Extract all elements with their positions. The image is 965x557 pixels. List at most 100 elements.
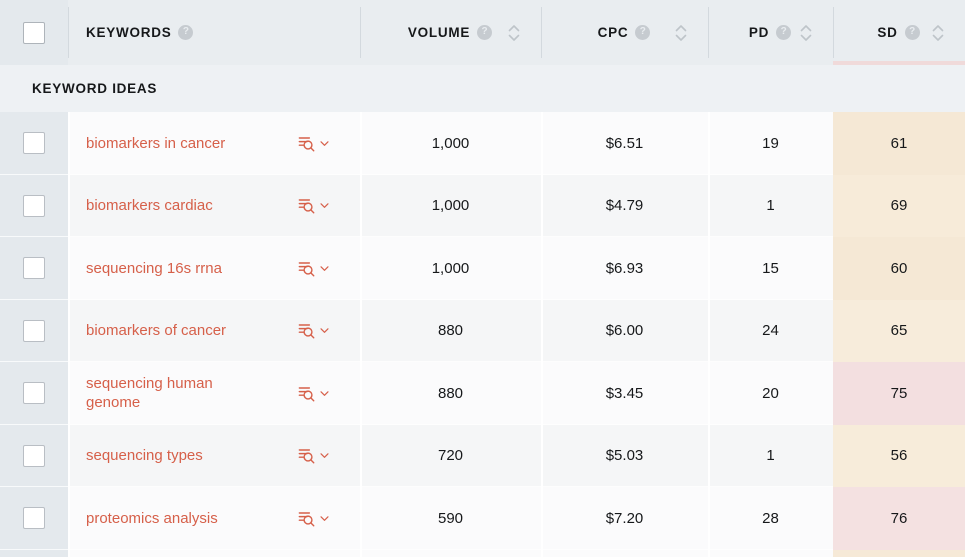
serp-overview-button[interactable]	[297, 134, 330, 153]
table-row-partial[interactable]	[0, 549, 965, 557]
chevron-down-icon	[320, 328, 329, 334]
header-cell-keywords[interactable]: KEYWORDS ?	[68, 0, 360, 65]
keyword-link[interactable]: sequencing 16s rrna	[86, 259, 222, 277]
sd-score-badge	[833, 550, 965, 557]
sort-toggle-pd-icon[interactable]	[800, 22, 812, 44]
volume-value: 590	[437, 509, 464, 527]
row-checkbox[interactable]	[23, 507, 45, 530]
section-title: KEYWORD IDEAS	[32, 81, 158, 96]
select-all-checkbox[interactable]	[23, 21, 45, 44]
header-label-sd: SD	[877, 25, 898, 40]
serp-overview-button[interactable]	[297, 259, 330, 278]
pd-value: 28	[762, 509, 779, 527]
keyword-link[interactable]: proteomics analysis	[86, 509, 218, 527]
column-divider	[360, 174, 362, 237]
row-checkbox[interactable]	[23, 132, 45, 155]
column-divider	[541, 7, 542, 58]
sd-value: 75	[890, 384, 908, 402]
table-row[interactable]: biomarkers cardiac 1,000	[0, 174, 965, 238]
cpc-value: $6.51	[605, 134, 644, 152]
row-cell-select	[0, 487, 68, 550]
help-icon-keywords[interactable]: ?	[178, 25, 194, 40]
serp-overview-button[interactable]	[297, 384, 330, 403]
serp-overview-button[interactable]	[297, 196, 330, 215]
column-divider	[541, 174, 543, 237]
row-checkbox[interactable]	[23, 319, 45, 342]
keyword-link[interactable]: sequencing types	[86, 447, 203, 465]
row-divider	[360, 298, 541, 300]
table-row[interactable]: sequencing types 720 $	[0, 424, 965, 487]
column-divider	[68, 362, 70, 425]
row-divider	[541, 361, 708, 362]
row-cell-keyword: biomarkers cardiac	[68, 174, 360, 237]
row-divider	[708, 173, 833, 175]
volume-value: 1,000	[431, 259, 470, 277]
column-divider	[708, 174, 710, 237]
help-icon-pd[interactable]: ?	[776, 25, 792, 40]
row-divider	[708, 486, 833, 487]
row-divider	[68, 298, 360, 300]
row-cell-volume: 880	[360, 362, 541, 425]
row-cell-cpc: $6.93	[541, 237, 708, 300]
table-row[interactable]: proteomics analysis 590	[0, 487, 965, 550]
header-cell-select-all	[0, 0, 68, 65]
column-divider	[360, 237, 362, 300]
column-divider	[708, 549, 710, 557]
keyword-link[interactable]: biomarkers of cancer	[86, 322, 227, 340]
row-divider	[708, 548, 833, 550]
pd-value: 19	[762, 134, 779, 152]
row-divider	[0, 486, 68, 487]
header-label-cpc: CPC	[597, 25, 629, 40]
table-row[interactable]: sequencing 16s rrna 1,000	[0, 237, 965, 300]
sd-score-badge: 60	[833, 237, 965, 300]
column-divider	[68, 7, 69, 58]
help-icon-sd[interactable]: ?	[904, 25, 920, 40]
column-divider	[708, 112, 710, 175]
sort-toggle-cpc-icon[interactable]	[675, 22, 687, 44]
table-row[interactable]: sequencing human genome 880	[0, 362, 965, 425]
column-divider	[708, 424, 710, 487]
chevron-down-icon	[320, 516, 329, 521]
table-row[interactable]: biomarkers of cancer 880	[0, 299, 965, 362]
help-icon-volume[interactable]: ?	[477, 25, 493, 40]
column-divider	[68, 174, 70, 237]
column-divider	[541, 237, 543, 300]
header-cell-cpc[interactable]: CPC ?	[541, 0, 708, 65]
keyword-link[interactable]: biomarkers in cancer	[86, 134, 226, 152]
header-cell-sd[interactable]: SD ?	[833, 0, 965, 65]
row-cell-keyword: proteomics analysis	[68, 487, 360, 550]
row-checkbox[interactable]	[23, 382, 45, 405]
serp-search-icon	[298, 512, 315, 527]
serp-overview-button[interactable]	[297, 446, 330, 465]
header-label-volume: VOLUME	[407, 25, 471, 40]
serp-search-icon	[298, 387, 315, 402]
header-cell-volume[interactable]: VOLUME ?	[360, 0, 541, 65]
serp-overview-button[interactable]	[297, 321, 330, 340]
row-divider	[360, 423, 541, 425]
column-divider	[68, 112, 70, 175]
sd-score-badge: 69	[833, 175, 965, 238]
row-checkbox[interactable]	[23, 257, 45, 280]
help-icon-cpc[interactable]: ?	[635, 25, 651, 40]
row-cell-pd: 1	[708, 424, 833, 487]
sort-toggle-volume-icon[interactable]	[508, 22, 520, 44]
column-divider	[833, 7, 834, 58]
row-cell-select	[0, 174, 68, 237]
row-cell-sd: 69	[833, 174, 965, 238]
row-divider	[708, 423, 833, 425]
sort-toggle-sd-icon[interactable]	[932, 22, 944, 44]
serp-overview-button[interactable]	[297, 509, 330, 528]
row-divider	[0, 361, 68, 362]
keyword-link[interactable]: biomarkers cardiac	[86, 197, 213, 215]
row-divider	[708, 298, 833, 300]
table-row[interactable]: biomarkers in cancer 1,000	[0, 112, 965, 175]
keyword-link[interactable]: sequencing human genome	[86, 375, 213, 412]
pd-value: 15	[762, 259, 779, 277]
row-cell-cpc: $3.45	[541, 362, 708, 425]
header-cell-pd[interactable]: PD ?	[708, 0, 833, 65]
row-checkbox[interactable]	[23, 444, 45, 467]
column-divider	[68, 237, 70, 300]
row-checkbox[interactable]	[23, 194, 45, 217]
row-cell-volume	[360, 549, 541, 557]
row-divider	[68, 173, 360, 175]
